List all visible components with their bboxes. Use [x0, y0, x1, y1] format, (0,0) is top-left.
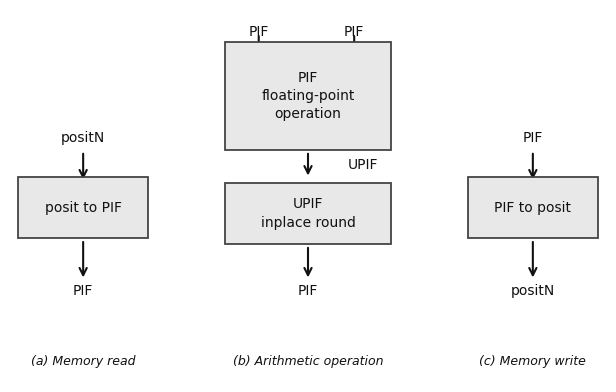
Text: UPIF: UPIF — [348, 158, 379, 172]
Text: (c) Memory write: (c) Memory write — [479, 356, 586, 368]
Text: PIF: PIF — [522, 131, 543, 145]
Text: PIF: PIF — [344, 25, 365, 40]
Text: PIF: PIF — [73, 284, 94, 298]
FancyBboxPatch shape — [225, 42, 391, 150]
Text: PIF to posit: PIF to posit — [495, 201, 572, 215]
Text: (a) Memory read: (a) Memory read — [31, 356, 136, 368]
Text: PIF
floating-point
operation: PIF floating-point operation — [261, 71, 355, 122]
Text: positN: positN — [511, 284, 555, 298]
Text: (b) Arithmetic operation: (b) Arithmetic operation — [233, 356, 383, 368]
Text: PIF: PIF — [298, 284, 318, 298]
Text: positN: positN — [61, 131, 105, 145]
FancyBboxPatch shape — [225, 183, 391, 244]
Text: PIF: PIF — [248, 25, 269, 40]
FancyBboxPatch shape — [468, 177, 598, 238]
Text: posit to PIF: posit to PIF — [45, 201, 122, 215]
Text: UPIF
inplace round: UPIF inplace round — [261, 198, 355, 230]
FancyBboxPatch shape — [18, 177, 148, 238]
